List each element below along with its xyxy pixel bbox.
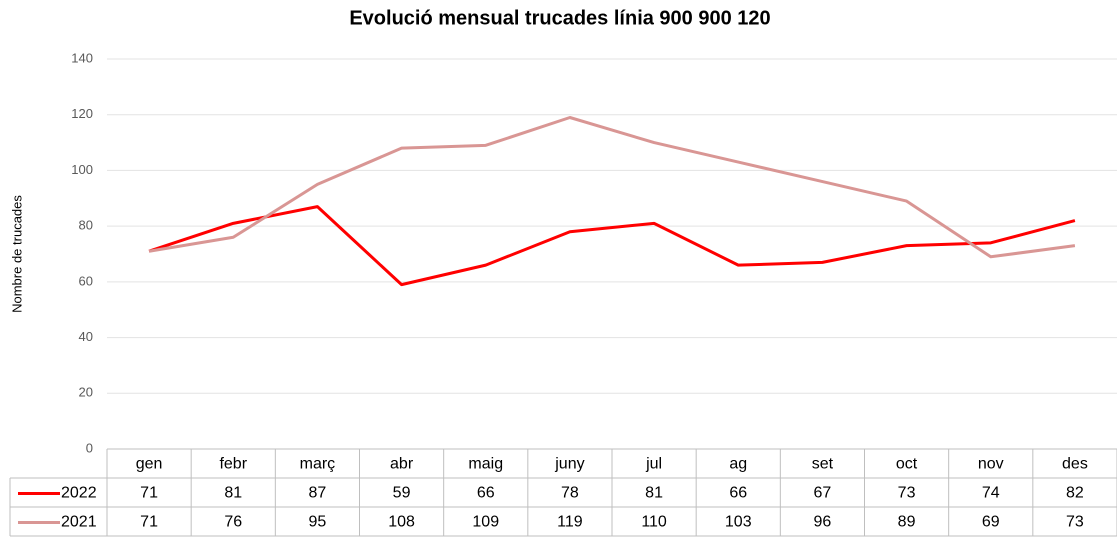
- table-cell: 69: [982, 514, 1000, 531]
- x-tick-label: set: [812, 456, 834, 473]
- y-tick-label: 60: [79, 273, 93, 288]
- table-cell: 87: [309, 485, 327, 502]
- table-cell: 66: [729, 485, 747, 502]
- table-cell: 96: [814, 514, 832, 531]
- table-cell: 95: [309, 514, 327, 531]
- table-cell: 66: [477, 485, 495, 502]
- table-cell: 110: [641, 514, 667, 531]
- table-cell: 74: [982, 485, 1000, 502]
- table-cell: 73: [898, 485, 916, 502]
- legend-label: 2022: [61, 485, 97, 502]
- table-cell: 73: [1066, 514, 1084, 531]
- table-cell: 71: [140, 485, 158, 502]
- y-tick-label: 120: [71, 106, 93, 121]
- y-tick-label: 20: [79, 385, 93, 400]
- table-cell: 76: [224, 514, 242, 531]
- x-tick-label: gen: [136, 456, 163, 473]
- x-tick-label: jul: [645, 456, 662, 473]
- table-cell: 81: [224, 485, 242, 502]
- table-cell: 103: [725, 514, 752, 531]
- y-tick-label: 0: [86, 440, 93, 455]
- x-tick-label: ag: [729, 456, 747, 473]
- table-cell: 78: [561, 485, 579, 502]
- table-cell: 109: [472, 514, 499, 531]
- table-cell: 119: [557, 514, 583, 531]
- y-tick-label: 100: [71, 162, 93, 177]
- y-tick-label: 80: [79, 218, 93, 233]
- y-axis-label: Nombre de trucades: [9, 195, 24, 313]
- table-cell: 89: [898, 514, 916, 531]
- y-tick-label: 140: [71, 50, 93, 65]
- legend-label: 2021: [61, 514, 97, 531]
- x-tick-label: nov: [978, 456, 1004, 473]
- x-tick-label: juny: [554, 456, 584, 473]
- x-tick-label: oct: [896, 456, 918, 473]
- series-line: [148, 116, 1076, 259]
- table-cell: 82: [1066, 485, 1084, 502]
- x-tick-label: març: [300, 456, 336, 473]
- table-cell: 71: [140, 514, 158, 531]
- y-tick-label: 40: [79, 329, 93, 344]
- table-cell: 108: [388, 514, 415, 531]
- x-tick-label: maig: [468, 456, 503, 473]
- x-tick-label: febr: [219, 456, 247, 473]
- table-cell: 81: [645, 485, 663, 502]
- series-line: [148, 205, 1076, 287]
- table-cell: 67: [814, 485, 832, 502]
- x-tick-label: abr: [390, 456, 414, 473]
- chart-title: Evolució mensual trucades línia 900 900 …: [349, 7, 770, 29]
- table-cell: 59: [393, 485, 411, 502]
- x-tick-label: des: [1062, 456, 1088, 473]
